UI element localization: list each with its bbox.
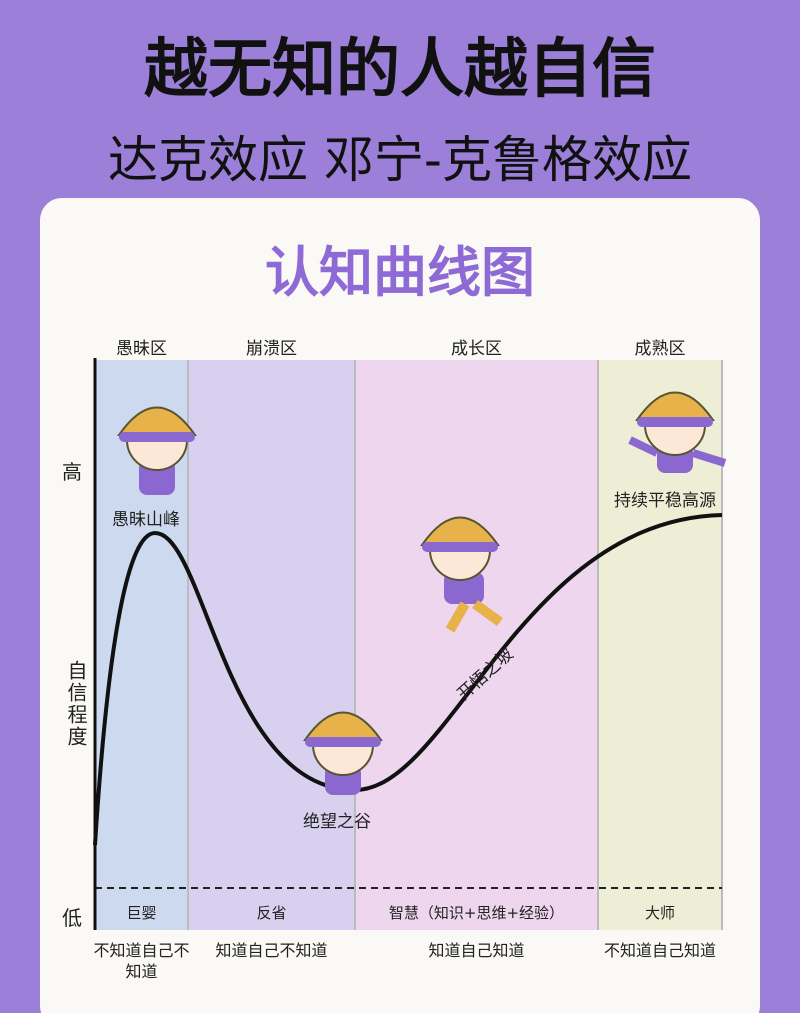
zone-description: 知道自己不知道 [215,941,328,960]
zone-level: 智慧（知识+思维+经验） [388,904,565,922]
zone-dividers [187,360,723,930]
zone-bg [188,360,355,930]
zone-level: 大师 [644,904,675,922]
stage-label: 愚昧山峰 [112,510,180,530]
axis-high: 高 [62,460,82,484]
zone-name: 成熟区 [634,339,686,359]
zone-description: 不知道自己不知道 [93,941,190,981]
zone-level: 巨婴 [126,904,157,922]
character [628,391,727,473]
zone-bg [355,360,598,930]
zone-level: 反省 [256,904,287,922]
zone-name: 崩溃区 [246,339,297,359]
zone-name: 愚昧区 [116,339,167,359]
card-title: 认知曲线图 [265,241,535,304]
axis-label: 自信程度 [64,660,88,748]
curve [93,513,723,846]
axis-low: 低 [62,906,82,930]
subtitle: 达克效应 邓宁-克鲁格效应 [108,131,692,189]
character [420,516,503,633]
character [303,711,383,795]
zone-name: 成长区 [451,339,502,359]
stage-label: 持续平稳高源 [614,491,716,511]
zone-description: 不知道自己知道 [603,941,716,960]
zone-description: 知道自己知道 [428,941,525,960]
stage-label: 绝望之谷 [303,812,371,832]
title: 越无知的人越自信 [144,33,656,107]
character [117,406,197,495]
